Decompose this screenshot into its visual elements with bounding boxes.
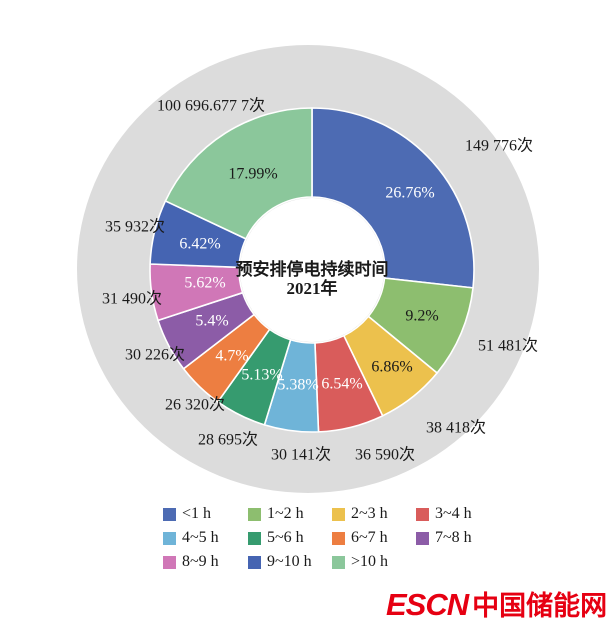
chart-center-title: 预安排停电持续时间 2021年 xyxy=(212,260,412,298)
percent-label: 6.86% xyxy=(371,359,412,376)
legend-item-9~10 h: 9~10 h xyxy=(248,553,332,571)
legend-swatch xyxy=(248,555,261,569)
legend-label: 1~2 h xyxy=(267,505,304,522)
legend-label: 5~6 h xyxy=(267,529,304,546)
legend-swatch xyxy=(248,531,261,545)
count-label: 28 695次 xyxy=(198,431,258,449)
legend-swatch xyxy=(248,507,261,521)
percent-label: 6.42% xyxy=(179,236,220,253)
legend-item-1~2 h: 1~2 h xyxy=(248,505,332,523)
legend-item-7~8 h: 7~8 h xyxy=(416,529,536,547)
legend-swatch xyxy=(332,531,345,545)
count-label: 26 320次 xyxy=(165,396,225,414)
escn-logo-cjk: 中国储能网 xyxy=(472,591,608,621)
percent-label: 9.2% xyxy=(405,308,438,325)
pie-slice-<1 h xyxy=(311,107,475,289)
percent-label: 17.99% xyxy=(228,166,277,183)
count-label: 51 481次 xyxy=(478,337,538,355)
legend-swatch xyxy=(163,507,176,521)
legend-label: 9~10 h xyxy=(267,553,312,570)
legend-label: 6~7 h xyxy=(351,529,388,546)
donut-chart: 26.76% 9.2% 6.86% 6.54%5.38%5.13% 4.7% 5.4% 5.… xyxy=(77,45,539,493)
percent-label: 5.4% xyxy=(195,313,228,330)
count-label: 100 696.677 7次 xyxy=(157,97,265,115)
percent-label: 5.62% xyxy=(184,275,225,292)
chart-subtitle: 2021年 xyxy=(286,279,338,298)
count-label: 31 490次 xyxy=(102,290,162,308)
legend-item-6~7 h: 6~7 h xyxy=(332,529,416,547)
escn-logo-latin: ESCN xyxy=(386,587,469,622)
donut-hole xyxy=(240,198,384,342)
legend-label: 8~9 h xyxy=(182,553,219,570)
legend-swatch xyxy=(332,555,345,569)
legend-label: 3~4 h xyxy=(435,505,472,522)
count-label: 30 141次 xyxy=(271,446,331,464)
count-label: 30 226次 xyxy=(125,346,185,364)
legend-swatch xyxy=(416,507,429,521)
legend-item-<1 h: <1 h xyxy=(163,505,248,523)
legend-label: 4~5 h xyxy=(182,529,219,546)
percent-label: 4.7% xyxy=(215,348,248,365)
escn-logo: ESCN 中国储能网 xyxy=(386,584,607,623)
legend-swatch xyxy=(163,555,176,569)
chart-title: 预安排停电持续时间 xyxy=(235,260,389,279)
percent-label: 5.38% xyxy=(277,377,318,394)
legend-item-3~4 h: 3~4 h xyxy=(416,505,536,523)
pie-slice->10 h xyxy=(164,107,313,240)
legend-item-2~3 h: 2~3 h xyxy=(332,505,416,523)
legend-label: 2~3 h xyxy=(351,505,388,522)
legend-label: <1 h xyxy=(182,505,212,522)
count-label: 149 776次 xyxy=(465,137,533,155)
legend-item->10 h: >10 h xyxy=(332,553,416,571)
legend-item-4~5 h: 4~5 h xyxy=(163,529,248,547)
legend-item-8~9 h: 8~9 h xyxy=(163,553,248,571)
legend-swatch xyxy=(163,531,176,545)
legend-swatch xyxy=(416,531,429,545)
count-label: 35 932次 xyxy=(105,218,165,236)
percent-label: 5.13% xyxy=(241,367,282,384)
legend-item-5~6 h: 5~6 h xyxy=(248,529,332,547)
chart-legend: <1 h 1~2 h 2~3 h 3~4 h 4~5 h 5~6 h 6~7 h 7~8 h 8… xyxy=(163,505,536,571)
percent-label: 6.54% xyxy=(321,376,362,393)
legend-swatch xyxy=(332,507,345,521)
count-label: 38 418次 xyxy=(426,419,486,437)
legend-label: 7~8 h xyxy=(435,529,472,546)
percent-label: 26.76% xyxy=(385,185,434,202)
legend-label: >10 h xyxy=(351,553,389,570)
count-label: 36 590次 xyxy=(355,446,415,464)
